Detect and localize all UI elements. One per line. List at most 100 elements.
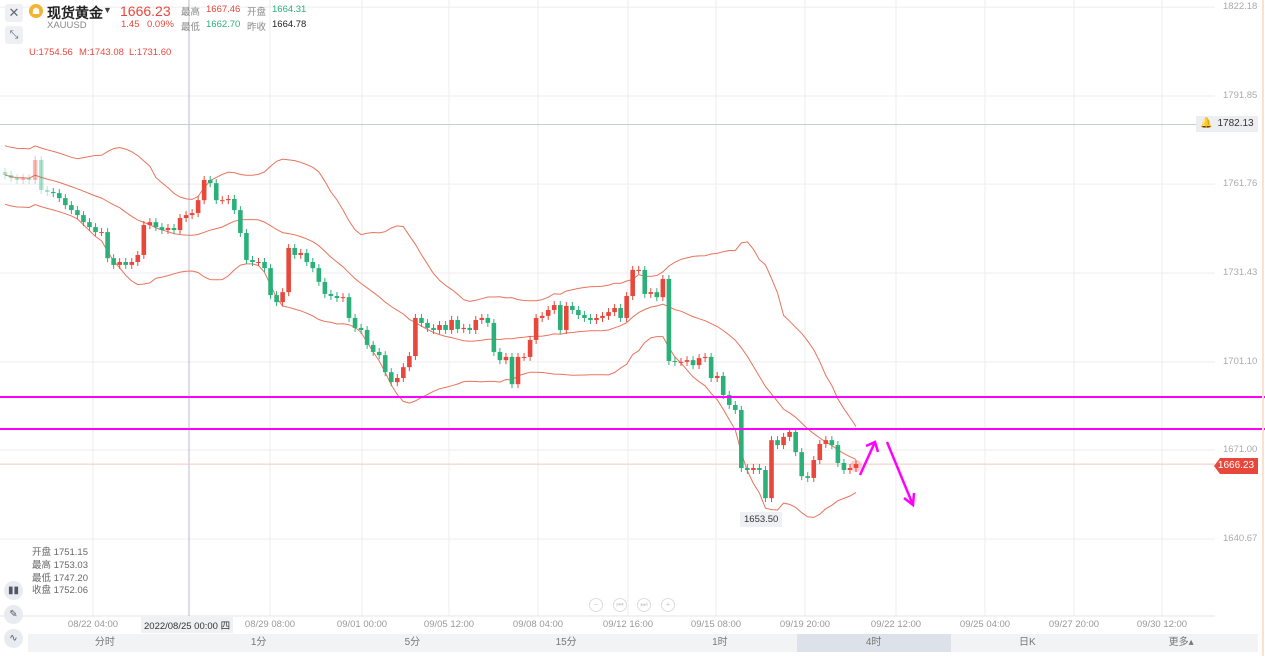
- candle-down: [38, 160, 44, 190]
- candle-down: [557, 305, 563, 330]
- indicator-icon[interactable]: ∿: [4, 629, 23, 648]
- zoom-out-button[interactable]: −: [589, 598, 603, 612]
- scroll-start-button[interactable]: ⏮: [613, 598, 627, 612]
- candle-up: [515, 356, 521, 385]
- symbol-title[interactable]: 现货黄金: [47, 5, 103, 21]
- candle-down: [642, 269, 648, 294]
- candle-down: [793, 431, 798, 453]
- candle-down: [213, 183, 219, 201]
- last-price-tag: 1666.23: [1214, 458, 1258, 474]
- candle-up: [256, 261, 261, 263]
- candle-up: [769, 440, 774, 499]
- candle-up: [527, 339, 533, 357]
- candle-up: [129, 261, 135, 265]
- open-value: 1664.31: [272, 4, 307, 15]
- candle-up: [600, 315, 605, 318]
- collapse-button[interactable]: ⤡: [5, 26, 23, 44]
- candle-down: [316, 268, 322, 282]
- candle-up: [99, 232, 104, 234]
- candle-up: [545, 310, 551, 316]
- candle-down: [328, 293, 334, 296]
- zoom-in-button[interactable]: +: [661, 598, 675, 612]
- candle-up: [286, 247, 291, 293]
- candle-down: [829, 440, 835, 446]
- low-value: 1662.70: [206, 19, 241, 30]
- candle-down: [352, 317, 358, 328]
- down-arrow-icon: [885, 441, 916, 508]
- candle-down: [654, 292, 660, 298]
- candle-down: [50, 191, 56, 194]
- candle-up: [563, 305, 569, 330]
- candle-down: [153, 222, 159, 228]
- candle-up: [183, 215, 189, 219]
- candle-down: [81, 215, 86, 223]
- caret-down-icon[interactable]: ▼: [103, 5, 112, 15]
- high-value: 1667.46: [206, 4, 241, 15]
- candle-down: [485, 317, 491, 323]
- candle-up: [165, 227, 171, 231]
- open-label: 开盘: [247, 7, 267, 18]
- candle-up: [189, 213, 195, 216]
- candle-up: [407, 356, 412, 368]
- candle-down: [708, 356, 714, 379]
- time-axis-label: 08/22 04:00: [67, 619, 119, 630]
- candle-down: [274, 295, 279, 303]
- tab-fenshi[interactable]: 分时: [94, 637, 115, 648]
- tab-daily[interactable]: 日K: [1019, 637, 1036, 648]
- boll-upper: U:1754.56: [29, 47, 73, 58]
- candle-up: [612, 307, 617, 313]
- candle-up: [684, 360, 690, 362]
- alert-price-tag[interactable]: 🔔 1782.13: [1196, 116, 1258, 132]
- price-axis-label: 1791.85: [1223, 90, 1258, 101]
- candle-up: [177, 218, 183, 231]
- candle-up: [449, 319, 454, 330]
- tab-15min[interactable]: 15分: [555, 637, 577, 648]
- candle-down: [310, 261, 316, 269]
- candle-up: [413, 317, 418, 357]
- tab-4h[interactable]: 4时: [796, 634, 951, 652]
- tab-1h[interactable]: 1时: [712, 637, 728, 648]
- candle-up: [606, 312, 611, 316]
- tab-5min[interactable]: 5分: [404, 637, 421, 648]
- candle-down: [582, 315, 587, 318]
- candle-up: [280, 292, 285, 303]
- candle-down: [467, 327, 473, 330]
- candle-down: [364, 329, 370, 345]
- time-axis-label: 09/22 12:00: [870, 619, 922, 630]
- candle-up: [473, 319, 479, 330]
- candle-down: [805, 476, 811, 478]
- candle-down: [370, 344, 376, 352]
- candle-down: [763, 470, 768, 499]
- candle-down: [757, 467, 762, 471]
- candlestick-icon[interactable]: ▮▮: [4, 581, 23, 600]
- candle-up: [20, 178, 26, 180]
- pen-icon[interactable]: ✎: [4, 605, 23, 624]
- price-chart[interactable]: [0, 0, 1265, 634]
- close-button[interactable]: ✕: [5, 4, 23, 22]
- scroll-end-button[interactable]: ⏭: [637, 598, 651, 612]
- candle-up: [660, 278, 666, 298]
- time-axis-label: 09/05 12:00: [423, 619, 475, 630]
- candle-up: [201, 179, 207, 201]
- candle-down: [105, 232, 110, 259]
- time-axis-label: 09/27 20:00: [1048, 619, 1100, 630]
- crosshair-time-label: 2022/08/25 00:00 四: [141, 617, 234, 633]
- tab-more[interactable]: 更多▴: [1168, 637, 1194, 648]
- price-axis-label: 1822.18: [1223, 1, 1258, 13]
- candle-down: [388, 372, 394, 383]
- boll-upper-line: [4, 145, 857, 427]
- candle-down: [745, 467, 750, 471]
- bell-icon: 🔔: [1200, 118, 1213, 129]
- candle-down: [346, 297, 352, 318]
- candle-down: [2, 172, 8, 175]
- tab-1min[interactable]: 1分: [250, 637, 267, 648]
- hover-high: 最高 1753.03: [32, 560, 88, 571]
- candle-down: [425, 322, 430, 328]
- candle-up: [817, 443, 823, 461]
- candle-down: [376, 351, 382, 356]
- candle-down: [262, 261, 267, 269]
- candle-down: [455, 319, 460, 330]
- candle-up: [751, 467, 756, 471]
- candle-down: [666, 278, 672, 362]
- candle-up: [141, 225, 147, 255]
